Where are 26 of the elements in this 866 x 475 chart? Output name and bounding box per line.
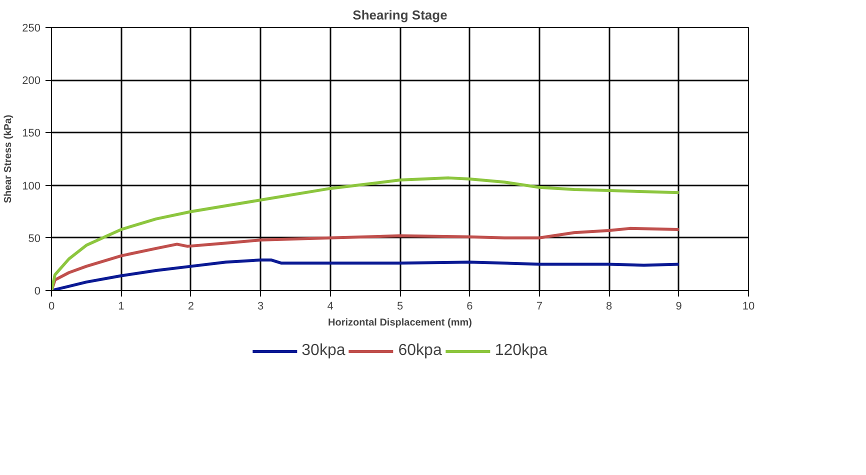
legend-label: 30kpa (302, 342, 346, 360)
y-tick-label: 0 (34, 286, 41, 298)
x-tick-label: 0 (48, 300, 55, 312)
x-tick-label: 1 (118, 300, 124, 312)
x-tick-label: 5 (396, 300, 404, 312)
x-tick-label: 2 (188, 300, 194, 312)
x-tick-label: 10 (742, 300, 755, 312)
legend-label: 120kpa (494, 342, 548, 360)
line-series (52, 226, 680, 290)
x-tick-label: 8 (606, 300, 612, 312)
legend-label: 60kpa (398, 342, 442, 360)
x-tick-label: 7 (536, 300, 542, 312)
y-tick-label: 100 (22, 180, 41, 192)
x-tick-label: 3 (258, 300, 264, 312)
x-tick-label: 4 (327, 300, 334, 312)
x-tick-label: 9 (676, 300, 682, 312)
x-axis-title: Horizontal Displacement (mm) (328, 318, 472, 328)
line-series (52, 258, 680, 290)
x-tick-label: 6 (466, 300, 473, 312)
y-tick-label: 200 (22, 75, 41, 88)
line-series (52, 176, 680, 290)
y-tick-label: 250 (22, 22, 41, 34)
chart-title: Shearing Stage (352, 8, 448, 22)
y-tick-label: 50 (28, 232, 41, 245)
y-axis-title: Shear Stress (kPa) (3, 114, 14, 204)
y-tick-label: 150 (22, 128, 41, 140)
